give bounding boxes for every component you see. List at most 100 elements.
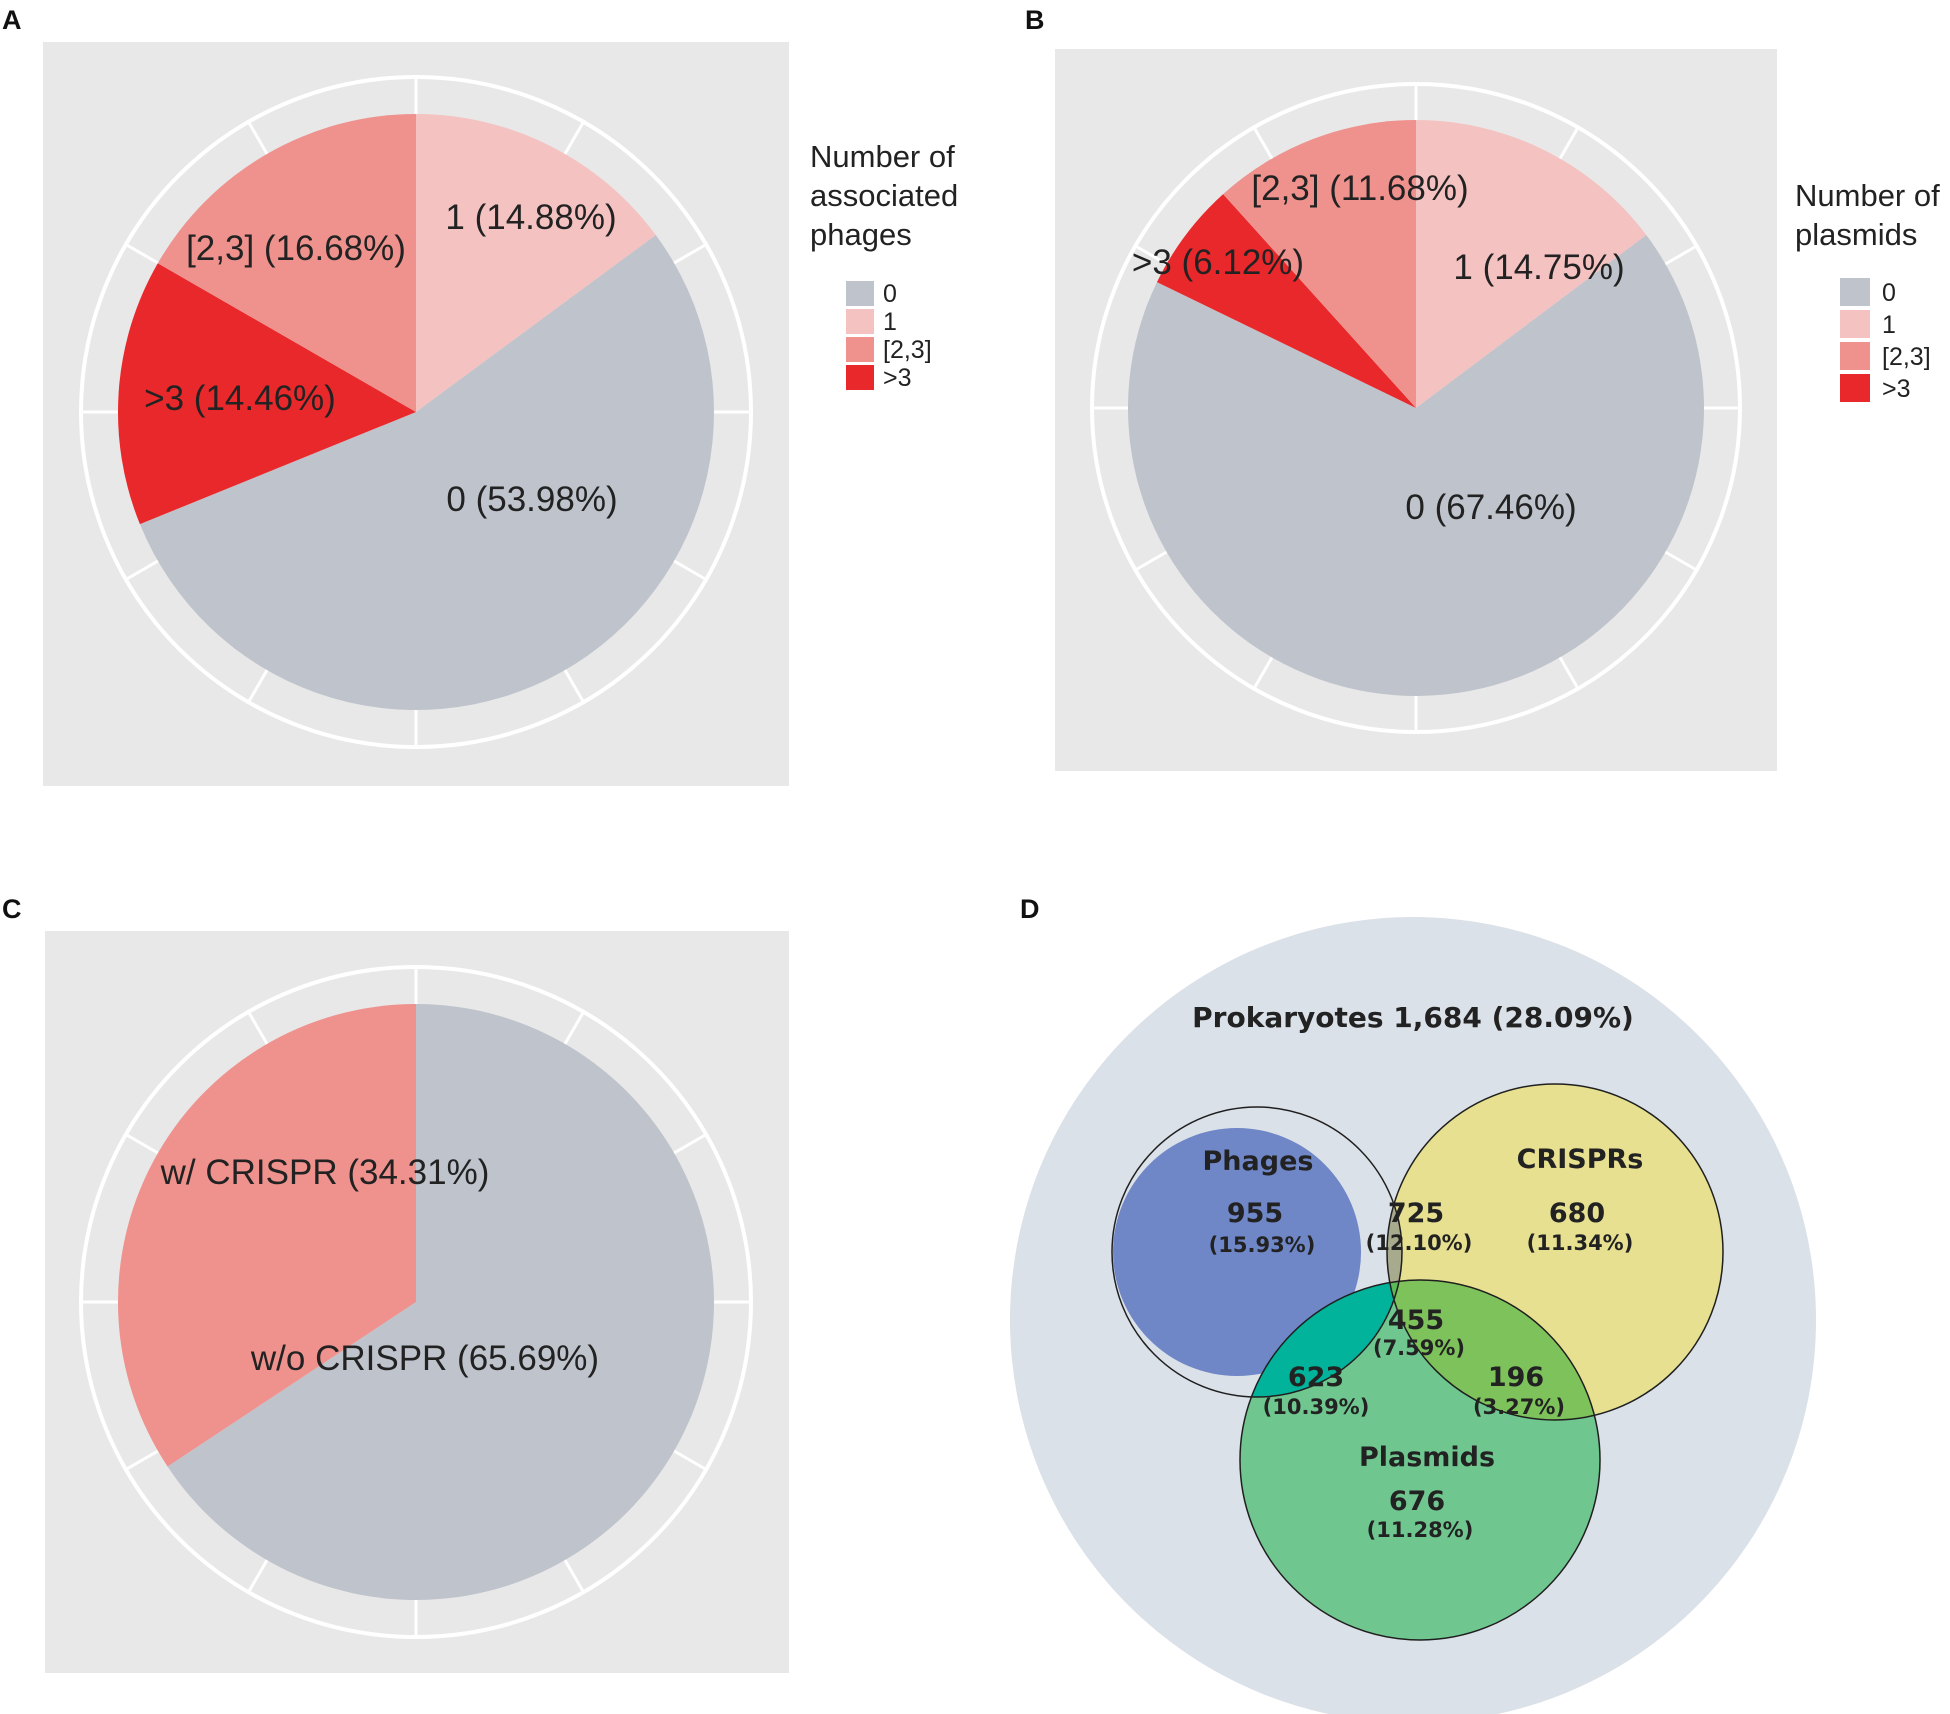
pie-a-ring-tick [246,667,270,705]
pie-a-ring-tick [123,558,161,582]
venn-set-phages [1113,1128,1361,1376]
pie-slice-with-crispr [117,1004,417,1467]
venn-label-crisprs: CRISPRs [1517,1144,1644,1175]
pie-b-ring-tick [1557,654,1581,692]
pie-a-labels: 0 (53.98%) 1 (14.88%) [2,3] (16.68%) >3 … [144,198,617,519]
panel-c: C w/o CRISPR (65.69%) w/ CRISPR (34.31%) [2,894,789,1673]
venn-count-crisprs: 680 [1549,1198,1605,1229]
venn-percent-all: (7.59%) [1373,1336,1465,1360]
pie-slice-2-3 [157,114,417,412]
slice-label-0: 0 (67.46%) [1405,488,1576,527]
venn-count-all: 455 [1388,1305,1444,1336]
venn-percent-phages-plasmids: (10.39%) [1263,1395,1370,1419]
pie-b-ring-tick [1662,549,1700,573]
panel-b: B 0 (67.46%) 1 (14.75%) [2,3] (11.68%) >… [1025,5,1940,771]
pie-a-ring-tick [123,242,161,266]
venn-outline-phages [1111,1106,1403,1398]
pie-slice-0 [139,235,715,711]
slice-label-1: 1 (14.75%) [1453,248,1624,287]
venn-count-phages-crisprs: 725 [1388,1198,1444,1229]
slice-label-gt3: >3 (6.12%) [1132,243,1304,282]
panel-a-letter: A [2,5,22,35]
pie-a-ring [79,75,753,749]
legend-b-label-0: 0 [1882,279,1896,307]
legend-a-swatch-0 [846,281,874,306]
venn-percent-crisprs: (11.34%) [1527,1231,1634,1255]
pie-c-ring-tick [562,1009,586,1047]
slice-label-2-3: [2,3] (16.68%) [186,229,406,268]
legend-b-label-gt3: >3 [1882,375,1911,403]
pie-slice-without-crispr [167,1004,714,1600]
pie-b-ring-tick [1251,124,1275,162]
pie-c-ring-tick [671,1132,709,1156]
legend-a-title-line-2: associated [810,178,958,213]
slice-label-without-crispr: w/o CRISPR (65.69%) [250,1339,599,1378]
panel-d: D Prokaryotes 1,684 (28.09%) [1010,894,1816,1714]
venn-label-phages: Phages [1203,1146,1314,1177]
legend-b-swatch-gt3 [1840,374,1870,402]
pie-b-ring-tick [1662,243,1700,267]
venn-region-phages-plasmids [1240,1280,1402,1397]
legend-b: Number of plasmids 0 1 [2,3] >3 [1795,178,1940,403]
slice-label-with-crispr: w/ CRISPR (34.31%) [160,1153,490,1192]
venn-count-phages: 955 [1227,1198,1283,1229]
pie-slice-gt3 [118,263,416,525]
pie-slice-1 [1416,120,1647,408]
legend-b-swatch-2-3 [1840,342,1870,370]
legend-b-title-line-2: plasmids [1795,217,1917,252]
slice-label-0: 0 (53.98%) [446,480,617,519]
legend-b-title-line-1: Number of [1795,178,1940,213]
venn-count-plasmids: 676 [1389,1486,1445,1517]
legend-b-swatch-1 [1840,310,1870,338]
pie-slice-0 [1128,235,1705,696]
legend-a-label-0: 0 [883,280,897,308]
legend-a-label-1: 1 [883,308,897,336]
venn-label-plasmids: Plasmids [1359,1442,1495,1473]
venn-outline-plasmids [1239,1279,1601,1641]
pie-slice-2-3 [1223,120,1416,408]
pie-c-ring-tick [246,1009,270,1047]
pie-c-ring-tick [123,1132,161,1156]
pie-a-slices [118,114,715,711]
pie-c-labels: w/o CRISPR (65.69%) w/ CRISPR (34.31%) [160,1153,599,1378]
pie-a-ring-tick [671,242,709,266]
legend-a-swatch-2-3 [846,337,874,362]
pie-a-ring-tick [246,119,270,157]
panel-b-letter: B [1025,5,1045,35]
pie-b-ring-tick [1557,124,1581,162]
pie-c-ring-tick [562,1557,586,1595]
pie-b-ring-tick [1132,549,1170,573]
legend-a: Number of associated phages 0 1 [2,3] >3 [810,139,958,392]
pie-slice-gt3 [1156,194,1416,408]
venn-count-crisprs-plasmids: 196 [1488,1362,1544,1393]
panel-d-letter: D [1020,894,1040,924]
legend-b-label-2-3: [2,3] [1882,343,1931,371]
venn-percent-crisprs-plasmids: (3.27%) [1473,1395,1565,1419]
panel-a: A 0 (53.98%) 1 (14.88%) [2,3] (16.68%) >… [2,5,958,786]
venn-percent-plasmids: (11.28%) [1367,1518,1474,1542]
pie-c-ring-tick [123,1448,161,1472]
pie-b-slices [1128,120,1705,696]
pie-slice-1 [416,114,656,412]
venn-title: Prokaryotes 1,684 (28.09%) [1192,1001,1634,1034]
pie-b-ring-tick [1251,654,1275,692]
panel-c-letter: C [2,894,22,924]
pie-c-ring-tick [671,1448,709,1472]
venn-percent-phages-crisprs: (12.10%) [1366,1231,1473,1255]
venn-count-phages-plasmids: 623 [1288,1362,1344,1393]
legend-b-label-1: 1 [1882,311,1896,339]
venn-percent-phages: (15.93%) [1209,1233,1316,1257]
pie-b-labels: 0 (67.46%) 1 (14.75%) [2,3] (11.68%) >3 … [1132,169,1625,527]
legend-a-swatch-1 [846,309,874,334]
pie-c-ring [79,965,753,1639]
pie-c-slices [117,1004,714,1600]
legend-a-title-line-3: phages [810,217,912,252]
pie-b-ring [1090,82,1742,734]
legend-a-label-gt3: >3 [883,364,912,392]
legend-b-swatch-0 [1840,278,1870,306]
pie-c-ring-tick [246,1557,270,1595]
slice-label-2-3: [2,3] (11.68%) [1251,169,1468,208]
legend-a-title-line-1: Number of [810,139,955,174]
pie-a-ring-tick [671,558,709,582]
